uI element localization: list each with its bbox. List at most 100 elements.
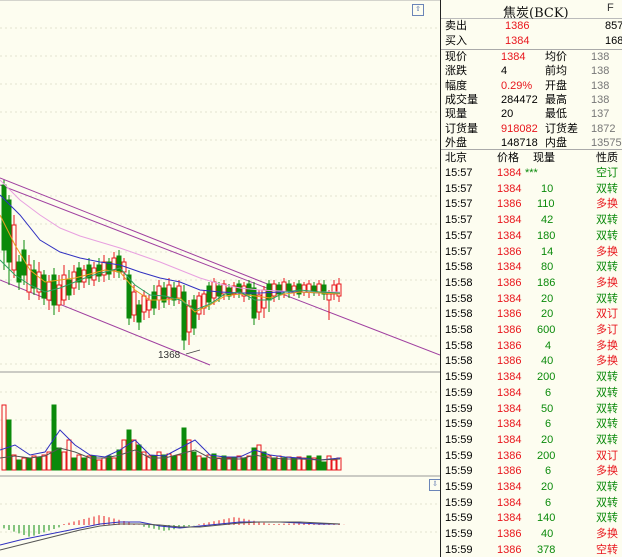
candle-body <box>216 285 222 297</box>
tick-volume: 186 <box>537 276 556 289</box>
tick-volume: 40 <box>541 528 554 541</box>
volume-bar <box>326 455 332 471</box>
volume-bar <box>141 451 147 471</box>
scroll-up-button[interactable]: ⇧ <box>412 4 424 16</box>
candle-body <box>196 295 202 315</box>
tick-price: 1386 <box>497 465 522 478</box>
volume-bar <box>61 451 67 471</box>
candle-body <box>71 271 77 289</box>
tick-row[interactable]: 15:57 1384 42 双转 <box>441 213 622 228</box>
buy-volume: 168 <box>605 35 622 47</box>
tick-time: 15:58 <box>445 261 473 274</box>
candle-body <box>241 285 247 297</box>
candle-body <box>61 274 67 301</box>
tick-price: 1384 <box>497 402 522 415</box>
tick-row[interactable]: 15:59 1386 40 多换 <box>441 527 622 542</box>
tick-row[interactable]: 15:57 1384 180 双转 <box>441 229 622 244</box>
tick-volume: 140 <box>537 512 556 525</box>
tick-price: 1386 <box>497 245 522 258</box>
tick-time: 15:57 <box>445 182 473 195</box>
stat-label: 现价 <box>445 51 467 63</box>
tick-nature: 多换 <box>596 198 618 211</box>
tick-row[interactable]: 15:58 1386 186 多换 <box>441 276 622 291</box>
tick-time: 15:59 <box>445 481 473 493</box>
tick-price: 1386 <box>497 339 522 352</box>
tick-row[interactable]: 15:59 1384 6 双转 <box>441 496 622 511</box>
ma-line-long <box>0 179 340 293</box>
candle-body <box>146 299 152 311</box>
candle-body <box>101 261 107 276</box>
tick-row[interactable]: 15:59 1384 6 双转 <box>441 386 622 401</box>
tick-time: 15:58 <box>445 276 473 289</box>
tick-volume: 378 <box>537 543 556 556</box>
ticks-header: 北京 价格 现量 性质 <box>441 150 622 166</box>
candle-body <box>321 284 327 295</box>
tick-row[interactable]: 15:59 1384 200 双转 <box>441 370 622 385</box>
volume-bar <box>206 454 212 471</box>
stat-label2: 最高 <box>545 93 567 106</box>
stat-value2: 138 <box>591 65 610 78</box>
volume-bar <box>191 451 197 471</box>
volume-bar <box>301 457 307 471</box>
tick-row[interactable]: 15:57 1386 110 多换 <box>441 197 622 212</box>
ma-line-mid <box>0 194 340 294</box>
tick-row[interactable]: 15:59 1384 20 双转 <box>441 480 622 495</box>
sell-volume: 857 <box>605 20 622 32</box>
tick-row[interactable]: 15:58 1386 40 多换 <box>441 354 622 369</box>
tick-row[interactable]: 15:57 1386 14 多换 <box>441 245 622 260</box>
candle-body <box>176 285 182 299</box>
candlestick-chart[interactable]: 1368 <box>0 0 440 557</box>
volume-bar <box>71 457 77 471</box>
candle-body <box>276 284 282 295</box>
stat-label2: 内盘 <box>545 136 567 149</box>
tick-nature: 空转 <box>596 543 618 556</box>
tick-row[interactable]: 15:59 1386 200 双订 <box>441 449 622 464</box>
tick-row[interactable]: 15:59 1384 6 双转 <box>441 417 622 432</box>
sell-price: 1386 <box>505 20 530 32</box>
candle-body <box>96 264 102 277</box>
candle-body <box>31 269 37 289</box>
tick-nature: 空订 <box>596 167 618 179</box>
tick-price: 1384 <box>497 481 522 493</box>
tick-time: 15:58 <box>445 324 473 336</box>
tick-row[interactable]: 15:59 1384 50 双转 <box>441 402 622 417</box>
tick-row[interactable]: 15:59 1384 140 双转 <box>441 511 622 526</box>
candle-body <box>126 274 132 319</box>
candle-body <box>221 283 227 295</box>
stat-value: 148718 <box>501 136 538 149</box>
volume-bar <box>51 404 57 471</box>
tick-row[interactable]: 15:58 1386 600 多订 <box>441 323 622 338</box>
tick-time: 15:58 <box>445 355 473 368</box>
tick-nature: 多换 <box>596 276 618 289</box>
tick-nature: 双转 <box>596 496 618 509</box>
macd-line <box>0 521 340 546</box>
stat-row: 订货量 918082 订货差 1872 <box>441 122 622 137</box>
stat-label: 幅度 <box>445 79 467 92</box>
tick-row[interactable]: 15:58 1386 4 多换 <box>441 339 622 354</box>
quote-panel: 焦炭(BCK) F 卖出 1386 857 买入 1384 168 现价 1384… <box>440 0 622 557</box>
stat-value2: 138 <box>591 79 610 92</box>
candle-body <box>296 283 302 295</box>
tick-row[interactable]: 15:57 1384 10 双转 <box>441 182 622 197</box>
buy-label: 买入 <box>445 35 467 47</box>
tick-volume: 4 <box>545 339 552 352</box>
tick-row[interactable]: 15:58 1384 80 双转 <box>441 260 622 275</box>
tick-volume: 6 <box>545 386 552 399</box>
tick-row[interactable]: 15:59 1386 378 空转 <box>441 543 622 557</box>
candle-body <box>56 284 62 306</box>
volume-bar <box>211 453 217 471</box>
volume-bar <box>306 455 312 471</box>
tick-row[interactable]: 15:58 1384 20 双转 <box>441 292 622 307</box>
tick-row[interactable]: 15:58 1386 20 双订 <box>441 307 622 322</box>
candle-body <box>211 281 217 299</box>
separator <box>441 149 622 150</box>
tick-row[interactable]: 15:57 1384 *** 空订 <box>441 166 622 181</box>
candle-body <box>116 255 122 273</box>
tick-volume: 6 <box>545 496 552 509</box>
tick-row[interactable]: 15:59 1384 20 双转 <box>441 433 622 448</box>
tick-row[interactable]: 15:59 1386 6 多换 <box>441 464 622 479</box>
tick-volume: 110 <box>537 198 555 211</box>
stat-row: 现量 20 最低 137 <box>441 107 622 122</box>
volume-bar <box>226 457 232 471</box>
chart-panel[interactable]: 1368 ⇧ ⇩ <box>0 0 441 557</box>
